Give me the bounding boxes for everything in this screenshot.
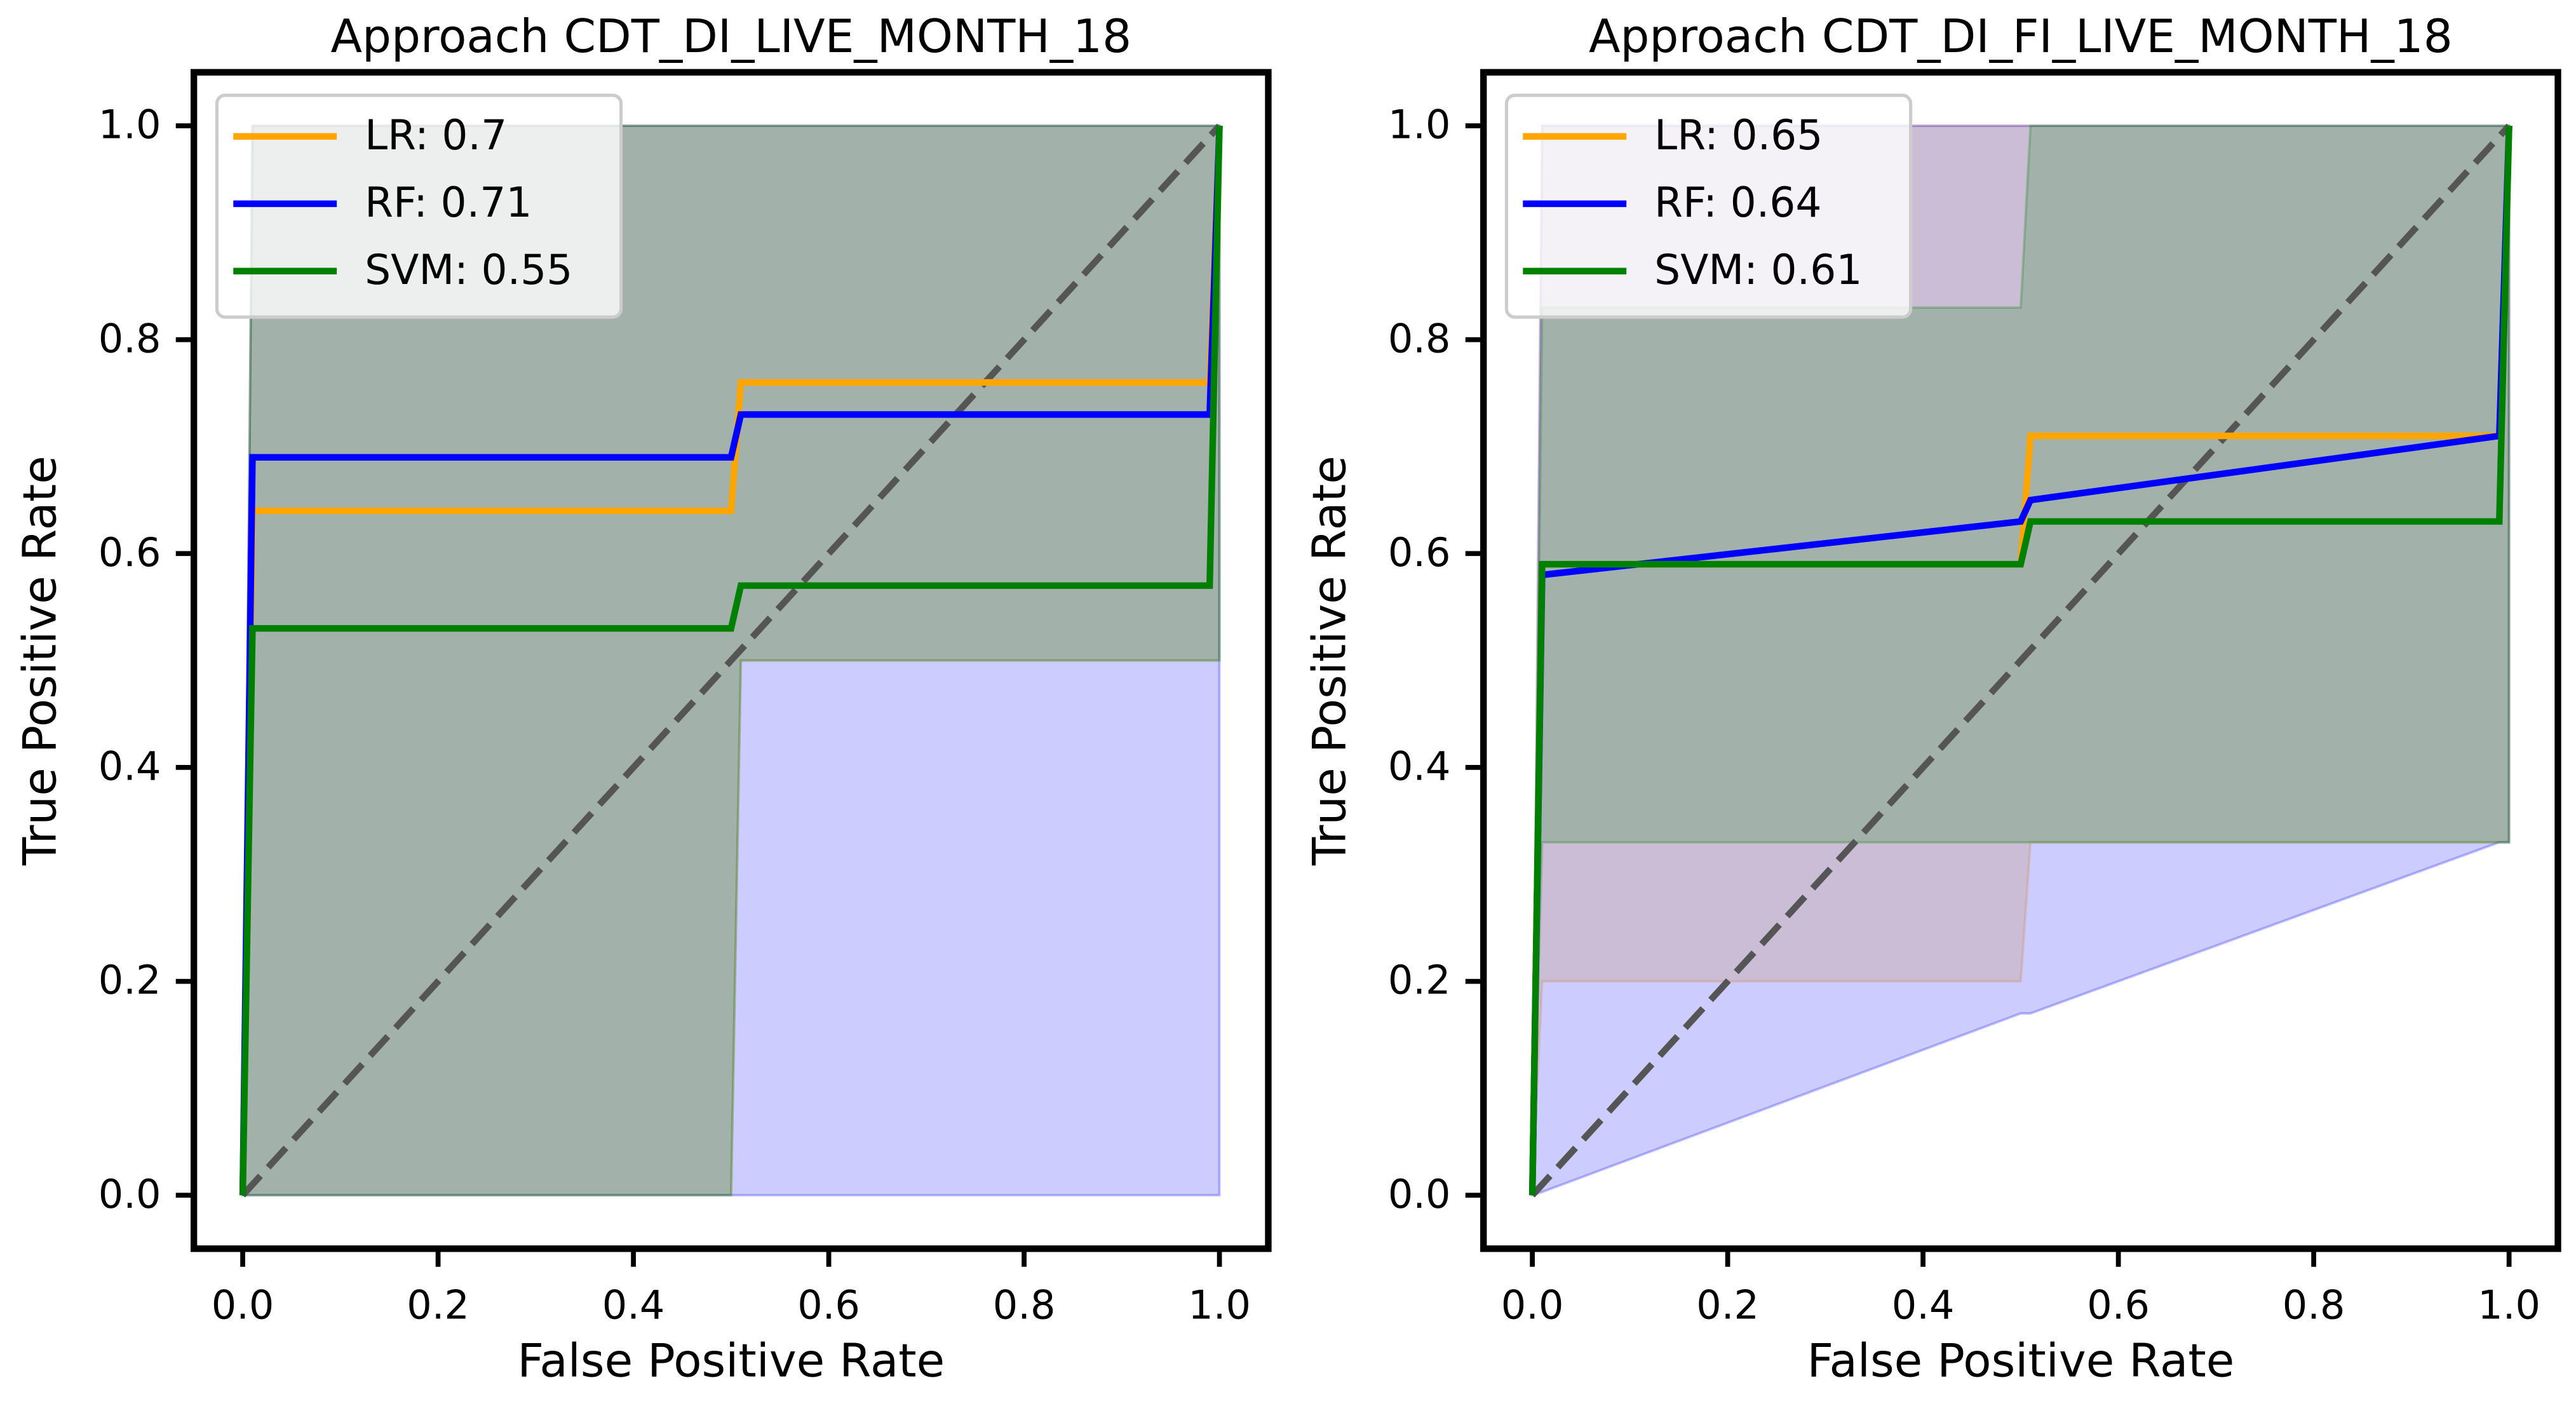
y-tick-label: 1.0 — [1388, 102, 1451, 148]
x-tick-label: 0.8 — [993, 1282, 1056, 1328]
reference-line — [240, 123, 1222, 1198]
y-tick-label: 0.8 — [98, 315, 161, 362]
x-tick-label: 0.8 — [2283, 1282, 2345, 1328]
y-tick-label: 0.0 — [1388, 1171, 1451, 1217]
y-tick-label: 0.6 — [98, 529, 161, 576]
roc-line — [1528, 125, 2512, 1196]
x-tick-label: 0.2 — [1696, 1282, 1759, 1328]
x-tick-label: 0.4 — [602, 1282, 665, 1328]
legend-box — [1504, 93, 1913, 319]
y-tick-label: 1.0 — [98, 102, 161, 148]
x-tick-label: 0.0 — [1501, 1282, 1564, 1328]
legend-label: SVM: 0.55 — [365, 247, 572, 294]
y-tick-label: 0.4 — [98, 743, 161, 790]
plot-frame — [1480, 69, 2561, 1252]
x-tick-label: 0.0 — [212, 1282, 274, 1328]
x-axis-label: False Positive Rate — [1807, 1334, 2234, 1388]
y-axis-label: True Positive Rate — [1303, 456, 1356, 866]
chart-title: Approach CDT_DI_FI_LIVE_MONTH_18 — [1589, 10, 2453, 64]
roc-line — [239, 125, 1223, 1196]
x-axis-label: False Positive Rate — [517, 1334, 945, 1388]
x-tick-label: 1.0 — [2478, 1282, 2540, 1328]
y-tick-label: 0.2 — [98, 957, 161, 1003]
x-tick-label: 0.2 — [407, 1282, 469, 1328]
y-tick-label: 0.0 — [98, 1171, 161, 1217]
y-tick-label: 0.4 — [1388, 743, 1451, 790]
y-tick-label: 0.6 — [1388, 529, 1451, 576]
legend-box — [215, 93, 623, 319]
x-tick-label: 0.6 — [797, 1282, 860, 1328]
legend-label: RF: 0.71 — [365, 179, 532, 227]
y-tick-label: 0.2 — [1388, 957, 1451, 1003]
legend-label: RF: 0.64 — [1654, 179, 1821, 227]
x-tick-label: 0.6 — [2087, 1282, 2150, 1328]
y-tick-label: 0.8 — [1388, 315, 1451, 362]
legend-label: LR: 0.7 — [365, 112, 507, 159]
plot-frame — [191, 69, 1272, 1252]
y-axis-label: True Positive Rate — [13, 456, 67, 866]
reference-line — [1530, 123, 2512, 1198]
panel: Approach CDT_DI_LIVE_MONTH_18 False Posit… — [13, 10, 1272, 1388]
x-tick-label: 0.4 — [1892, 1282, 1955, 1328]
legend-label: LR: 0.65 — [1654, 112, 1823, 159]
x-tick-label: 1.0 — [1188, 1282, 1251, 1328]
chart-title: Approach CDT_DI_LIVE_MONTH_18 — [331, 10, 1132, 64]
legend-label: SVM: 0.61 — [1654, 247, 1862, 294]
panel: Approach CDT_DI_FI_LIVE_MONTH_18 False Po… — [1303, 10, 2561, 1388]
